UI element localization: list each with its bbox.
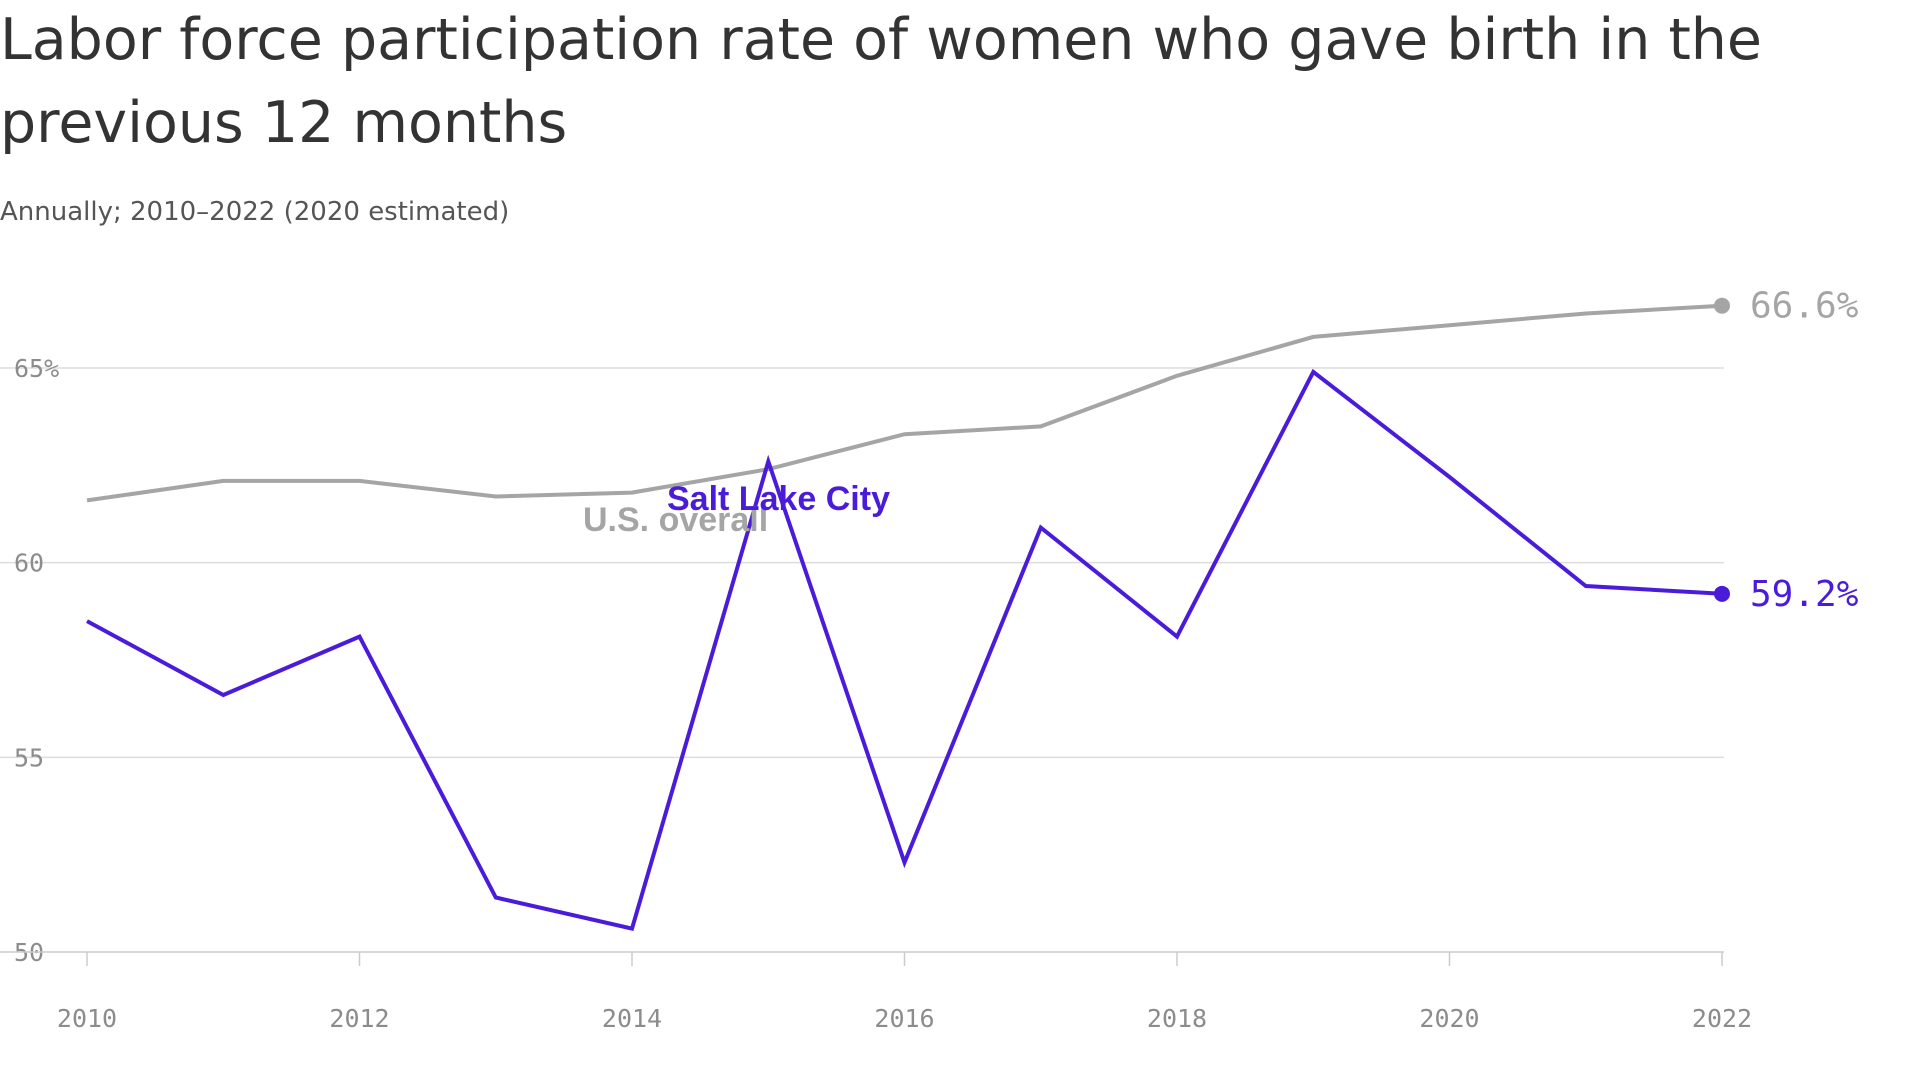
series-line-0 — [86, 303, 1723, 503]
x-tick-label: 2022 — [1692, 1004, 1752, 1033]
x-tick-label: 2010 — [57, 1004, 117, 1033]
series-end-marker — [1714, 585, 1730, 602]
chart-subtitle: Annually; 2010–2022 (2020 estimated) — [0, 197, 509, 227]
x-axis: 2010 2012 2014 2016 2018 2020 2022 — [0, 951, 1752, 1033]
y-tick-label: 65% — [14, 354, 59, 383]
series-end-value: 66.6% — [1750, 286, 1859, 327]
x-tick-label: 2014 — [602, 1004, 662, 1033]
series-name-label: Salt Lake City — [667, 480, 890, 518]
y-tick-label: 60 — [14, 549, 44, 578]
series-name-label: U.S. overall — [583, 501, 768, 539]
x-tick-label: 2012 — [329, 1004, 389, 1033]
series-end-value: 59.2% — [1750, 574, 1859, 615]
x-tick-label: 2016 — [874, 1004, 934, 1033]
chart-title-line-1: Labor force participation rate of women … — [0, 7, 1762, 73]
series-lines — [86, 297, 1730, 931]
series-end-marker — [1714, 297, 1730, 314]
x-tick-label: 2020 — [1419, 1004, 1479, 1033]
x-tick-label: 2018 — [1147, 1004, 1207, 1033]
series-line-1 — [86, 368, 1723, 931]
y-tick-label: 55 — [14, 743, 44, 772]
chart-title-line-2: previous 12 months — [0, 90, 567, 156]
